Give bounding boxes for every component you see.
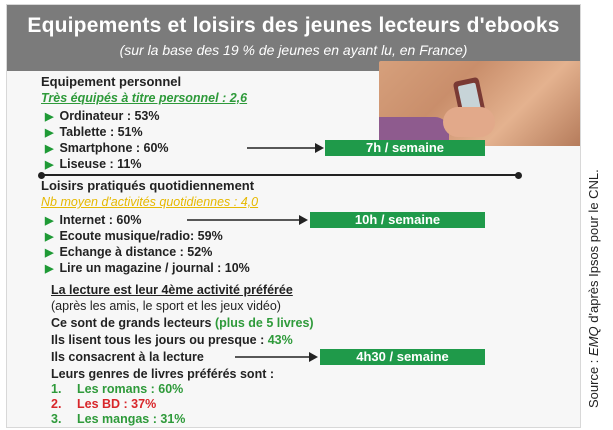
genre-rank: 3. xyxy=(51,412,62,426)
loisirs-item-musique: ▶ Ecoute musique/radio: 59% xyxy=(45,229,223,244)
bullet-icon: ▶ xyxy=(45,231,54,243)
equipement-item-label: Smartphone : 60% xyxy=(59,141,169,155)
reader-photo xyxy=(379,61,580,146)
loisirs-item-internet: ▶ Internet : 60% xyxy=(45,213,141,228)
equipement-item-label: Ordinateur : 53% xyxy=(59,109,160,123)
source-suffix: d'après Ipsos pour le CNL. xyxy=(586,169,601,327)
genre-label: Les romans : 60% xyxy=(77,382,184,396)
lecture-grands: Ce sont de grands lecteurs (plus de 5 li… xyxy=(51,316,314,330)
equipement-heading: Equipement personnel xyxy=(41,74,182,89)
divider-dot-right xyxy=(515,172,522,179)
smartphone-arrow-icon xyxy=(247,143,324,153)
daily-value: 43% xyxy=(267,333,293,347)
source-brand: EMQ xyxy=(586,326,601,356)
loisirs-item-label: Internet : 60% xyxy=(59,213,142,227)
equipement-item-smartphone: ▶ Smartphone : 60% xyxy=(45,141,169,156)
daily-text: Ils lisent tous les jours ou presque : xyxy=(51,333,268,347)
genre-item-romans: 1. Les romans : 60% xyxy=(51,382,183,396)
genre-rank: 1. xyxy=(51,382,62,396)
bullet-icon: ▶ xyxy=(45,247,54,259)
source-credit: Source : EMQ d'après Ipsos pour le CNL. xyxy=(586,169,601,408)
lecture-daily: Ils lisent tous les jours ou presque : 4… xyxy=(51,333,293,347)
genre-item-bd: 2. Les BD : 37% xyxy=(51,397,156,411)
title-bar: Equipements et loisirs des jeunes lecteu… xyxy=(7,5,580,71)
genre-label: Les mangas : 31% xyxy=(77,412,186,426)
genres-heading: Leurs genres de livres préférés sont : xyxy=(51,367,275,381)
lecture-time-badge: 4h30 / semaine xyxy=(320,349,485,365)
loisirs-item-label: Ecoute musique/radio: 59% xyxy=(59,229,223,243)
internet-time-badge: 10h / semaine xyxy=(310,212,485,228)
lecture-rank-note: (après les amis, le sport et les jeux vi… xyxy=(51,299,281,313)
source-prefix: Source : xyxy=(586,355,601,408)
loisirs-item-label: Echange à distance : 52% xyxy=(59,245,213,259)
bullet-icon: ▶ xyxy=(45,263,54,275)
page-subtitle: (sur la base des 19 % de jeunes en ayant… xyxy=(119,42,468,58)
loisirs-item-label: Lire un magazine / journal : 10% xyxy=(59,261,250,275)
bullet-icon: ▶ xyxy=(45,159,54,171)
internet-arrow-icon xyxy=(187,215,308,225)
lecture-arrow-icon xyxy=(235,352,318,362)
genre-label: Les BD : 37% xyxy=(77,397,157,411)
smartphone-time-badge: 7h / semaine xyxy=(325,140,485,156)
photo-hand xyxy=(443,107,495,137)
equipement-item-ordinateur: ▶ Ordinateur : 53% xyxy=(45,109,160,124)
genre-rank: 2. xyxy=(51,397,62,411)
infographic-panel: Equipements et loisirs des jeunes lecteu… xyxy=(6,4,581,428)
loisirs-item-echange: ▶ Echange à distance : 52% xyxy=(45,245,212,260)
bullet-icon: ▶ xyxy=(45,111,54,123)
loisirs-summary: Nb moyen d'activités quotidiennes : 4,0 xyxy=(41,195,259,209)
loisirs-heading: Loisirs pratiqués quotidiennement xyxy=(41,178,255,193)
equipement-item-tablette: ▶ Tablette : 51% xyxy=(45,125,143,140)
bullet-icon: ▶ xyxy=(45,215,54,227)
loisirs-item-magazine: ▶ Lire un magazine / journal : 10% xyxy=(45,261,250,276)
genre-item-mangas: 3. Les mangas : 31% xyxy=(51,412,185,426)
grands-text: Ce sont de grands lecteurs xyxy=(51,316,215,330)
equipement-summary: Très équipés à titre personnel : 2,6 xyxy=(41,91,248,105)
bullet-icon: ▶ xyxy=(45,127,54,139)
page-title: Equipements et loisirs des jeunes lecteu… xyxy=(27,14,560,37)
equipement-item-label: Liseuse : 11% xyxy=(59,157,142,171)
grands-highlight: (plus de 5 livres) xyxy=(214,316,314,330)
equipement-item-label: Tablette : 51% xyxy=(59,125,143,139)
section-divider xyxy=(41,174,519,176)
lecture-rank: La lecture est leur 4ème activité préfér… xyxy=(51,283,293,297)
lecture-time-label: Ils consacrent à la lecture xyxy=(51,350,204,364)
equipement-item-liseuse: ▶ Liseuse : 11% xyxy=(45,157,141,172)
bullet-icon: ▶ xyxy=(45,143,54,155)
divider-dot-left xyxy=(38,172,45,179)
